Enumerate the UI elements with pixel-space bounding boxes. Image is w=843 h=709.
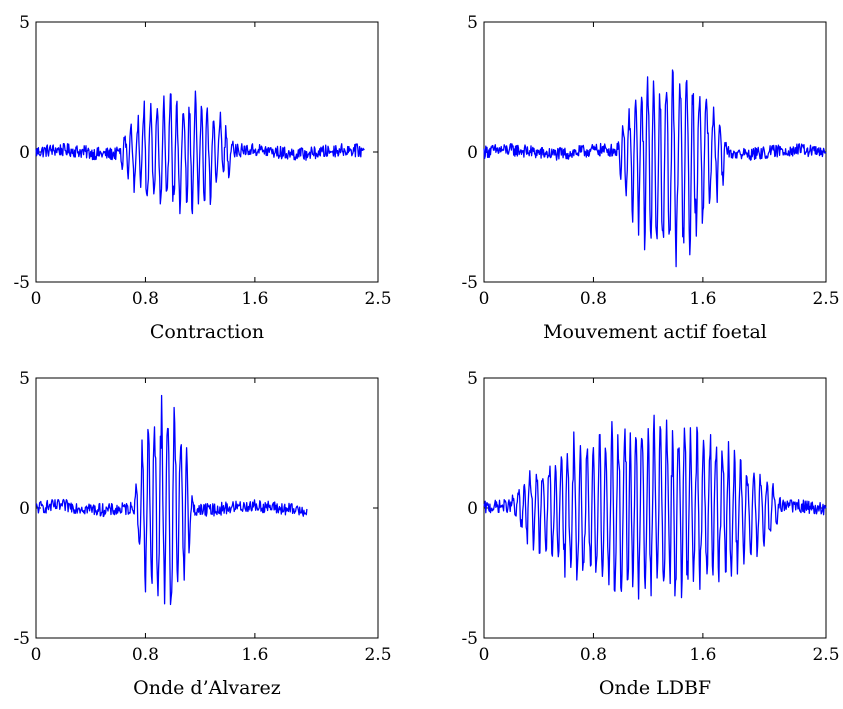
signal-trace — [483, 414, 827, 600]
x-tick-label: 0.8 — [580, 289, 607, 309]
signal-trace — [483, 69, 827, 268]
x-tick-label: 1.6 — [241, 645, 268, 665]
x-tick-label: 0 — [479, 289, 490, 309]
y-tick-label: 5 — [467, 13, 478, 33]
x-tick-label: 2.5 — [364, 645, 391, 665]
y-tick-label: 0 — [467, 499, 478, 519]
y-tick-label: -5 — [461, 629, 478, 649]
y-tick-label: 0 — [467, 143, 478, 163]
y-tick-label: -5 — [13, 273, 30, 293]
x-tick-label: 0 — [31, 289, 42, 309]
y-tick-label: 0 — [19, 143, 30, 163]
x-tick-label: 0.8 — [132, 289, 159, 309]
y-tick-label: 5 — [19, 369, 30, 389]
signal-trace — [35, 90, 365, 215]
x-axis-label: Contraction — [150, 321, 264, 343]
x-tick-label: 0 — [479, 645, 490, 665]
x-axis-label: Onde LDBF — [599, 677, 711, 699]
x-tick-label: 0 — [31, 645, 42, 665]
x-tick-label: 2.5 — [812, 289, 839, 309]
x-tick-label: 1.6 — [689, 289, 716, 309]
x-tick-label: 1.6 — [689, 645, 716, 665]
x-tick-label: 2.5 — [812, 645, 839, 665]
y-tick-label: 5 — [467, 369, 478, 389]
y-tick-label: -5 — [461, 273, 478, 293]
x-tick-label: 1.6 — [241, 289, 268, 309]
signal-trace — [35, 394, 308, 606]
y-tick-label: 5 — [19, 13, 30, 33]
x-tick-label: 0.8 — [580, 645, 607, 665]
x-tick-label: 0.8 — [132, 645, 159, 665]
x-tick-label: 2.5 — [364, 289, 391, 309]
y-tick-label: -5 — [13, 629, 30, 649]
x-axis-label: Mouvement actif foetal — [543, 321, 767, 343]
x-axis-label: Onde d’Alvarez — [133, 677, 281, 699]
y-tick-label: 0 — [19, 499, 30, 519]
